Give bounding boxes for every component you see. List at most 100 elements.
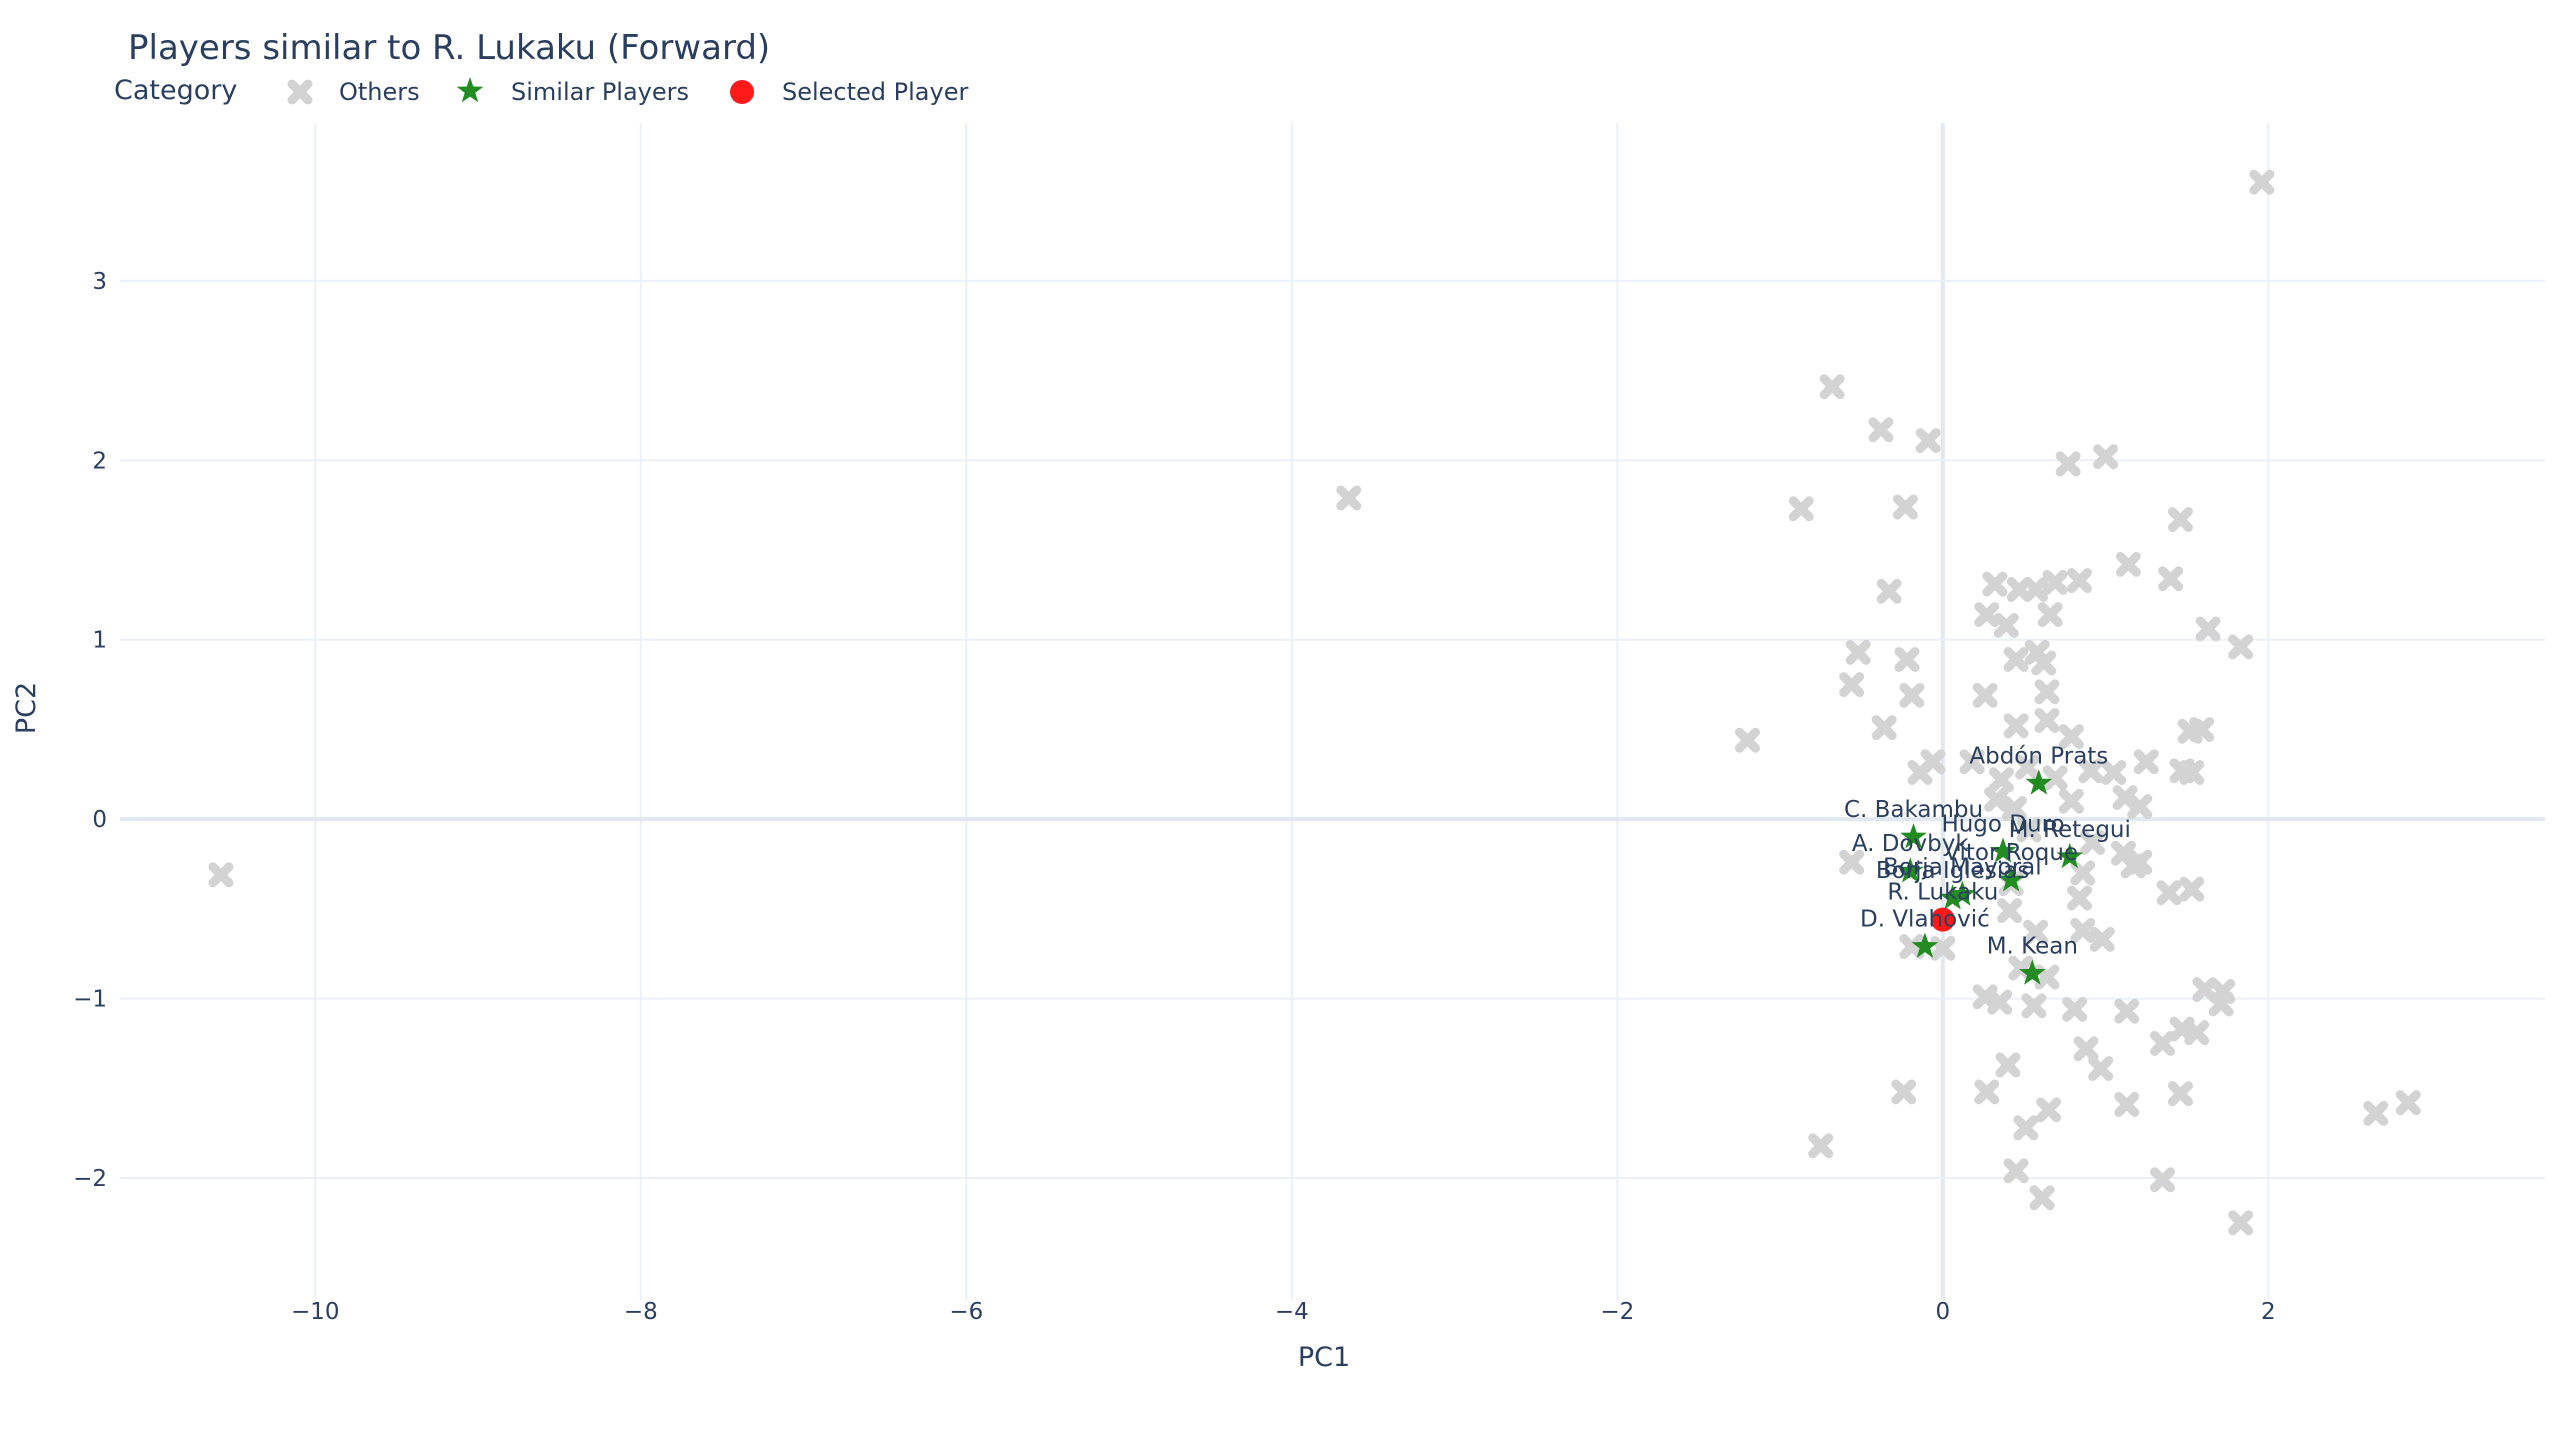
others-point: [2029, 1185, 2055, 1211]
y-tick-label: 0: [92, 807, 107, 833]
others-point: [2042, 569, 2068, 595]
similar-players-series: [1897, 769, 2084, 985]
others-point: [2133, 749, 2159, 775]
x-tick-label: −2: [1600, 1299, 1634, 1325]
others-point: [1839, 849, 1865, 875]
x-tick-labels: −10 −8 −6 −4 −2 0 2: [291, 1299, 2276, 1325]
others-point: [1871, 715, 1897, 741]
others-point: [2189, 716, 2215, 742]
others-point: [1876, 578, 1902, 604]
others-point: [2088, 1056, 2114, 1082]
others-point: [2158, 566, 2184, 592]
point-label: D. Vlahović: [1860, 907, 1990, 933]
others-point: [2058, 724, 2084, 750]
others-point: [2363, 1100, 2389, 1126]
others-point: [2395, 1090, 2421, 1116]
others-point: [2058, 788, 2084, 814]
legend-label-selected: Selected Player: [782, 78, 968, 106]
legend-title: Category: [114, 75, 237, 106]
others-point: [2208, 991, 2234, 1017]
others-series: [208, 169, 2421, 1236]
selected-player-point: [1930, 907, 1955, 932]
others-point: [2120, 853, 2146, 879]
selected-player-series: [1930, 907, 1955, 932]
others-point: [2042, 765, 2068, 791]
others-point: [2093, 444, 2119, 470]
others-point: [1920, 749, 1946, 775]
x-tick-label: 2: [2261, 1299, 2276, 1325]
others-point: [1845, 639, 1871, 665]
x-tick-label: −10: [291, 1299, 340, 1325]
others-point: [2067, 568, 2093, 594]
legend-item-others[interactable]: Others: [287, 78, 420, 106]
others-point: [2037, 602, 2063, 628]
others-point: [1959, 749, 1985, 775]
point-label: Borja Iglesias: [1876, 858, 2029, 884]
others-point: [2115, 551, 2141, 577]
others-point: [2023, 919, 2049, 945]
y-tick-labels: −2 −1 0 1 2 3: [73, 269, 107, 1192]
legend: Category Others Similar Players Selected…: [114, 75, 968, 106]
others-point: [2080, 829, 2106, 855]
similar-player-point: [1900, 823, 1927, 849]
legend-x-marker-icon: [287, 79, 313, 105]
y-tick-label: −2: [73, 1166, 107, 1192]
legend-label-similar: Similar Players: [511, 78, 689, 106]
similar-player-point: [2025, 769, 2053, 795]
others-point: [1868, 417, 1894, 443]
others-point: [2167, 1081, 2193, 1107]
others-point: [2034, 707, 2060, 733]
similar-player-point: [2056, 842, 2084, 869]
grid: [120, 123, 2545, 1300]
others-point: [2127, 794, 2153, 820]
chart-title: Players similar to R. Lukaku (Forward): [128, 28, 770, 68]
others-point: [2078, 758, 2104, 784]
others-point: [1995, 1052, 2021, 1078]
point-label: R. Lukaku: [1887, 880, 1998, 906]
point-label: M. Retegui: [2009, 817, 2131, 843]
others-point: [1984, 786, 2010, 812]
others-point: [2179, 760, 2205, 786]
others-point: [1892, 494, 1918, 520]
others-point: [2114, 1091, 2140, 1117]
legend-label-others: Others: [339, 78, 420, 106]
similar-player-point: [1939, 884, 1966, 910]
others-point: [2195, 616, 2221, 642]
legend-star-marker-icon: [456, 77, 484, 103]
others-point: [1894, 646, 1920, 672]
others-point: [2055, 451, 2081, 477]
y-tick-label: 2: [92, 448, 107, 474]
others-point: [2003, 713, 2029, 739]
others-point: [2073, 1036, 2099, 1062]
y-tick-label: 1: [92, 628, 107, 654]
similar-player-point: [1911, 932, 1939, 958]
others-point: [2067, 885, 2093, 911]
others-point: [2167, 507, 2193, 533]
point-label: Hugo Duro: [1941, 811, 2064, 837]
legend-item-similar[interactable]: Similar Players: [456, 77, 689, 106]
others-point: [1788, 496, 1814, 522]
others-point: [1735, 727, 1761, 753]
others-point: [1915, 428, 1941, 454]
similar-player-point: [1949, 880, 1976, 906]
others-point: [287, 79, 313, 105]
others-point: [2150, 1167, 2176, 1193]
x-tick-label: −6: [949, 1299, 983, 1325]
others-point: [2150, 1030, 2176, 1056]
x-tick-label: −8: [624, 1299, 658, 1325]
others-point: [1974, 602, 2000, 628]
legend-item-selected[interactable]: Selected Player: [730, 78, 968, 106]
others-point: [2021, 993, 2047, 1019]
others-point: [2034, 679, 2060, 705]
others-point: [2249, 169, 2275, 195]
others-point: [2001, 795, 2027, 821]
others-point: [1982, 571, 2008, 597]
x-tick-label: 0: [1935, 1299, 1950, 1325]
others-point: [2089, 926, 2115, 952]
point-label: Vitor Roque: [1944, 840, 2078, 866]
point-label: Borja Mayoral: [1883, 855, 2042, 881]
others-point: [2101, 760, 2127, 786]
similar-player-point: [1897, 857, 1924, 883]
others-point: [2023, 576, 2049, 602]
others-point: [2003, 1158, 2029, 1184]
